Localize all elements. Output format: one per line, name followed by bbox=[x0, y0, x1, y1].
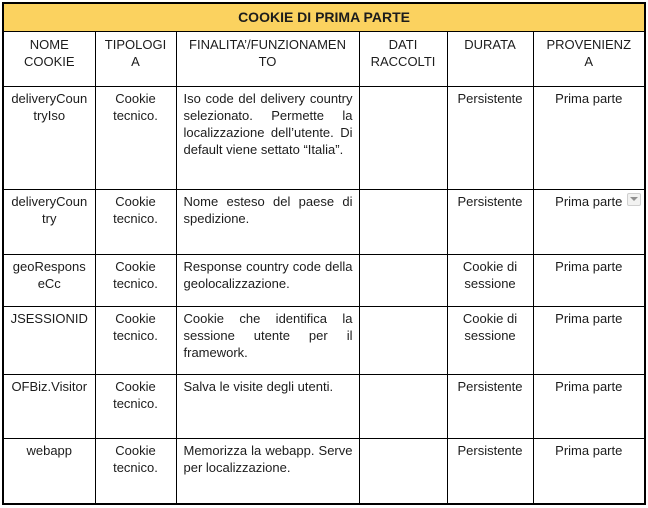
col-header-dati-raccolti: DATI RACCOLTI bbox=[358, 30, 448, 87]
table-row: OFBiz.Visitor Cookie tecnico. Salva le v… bbox=[2, 373, 646, 439]
cell-provenienza: Prima parte bbox=[532, 437, 646, 505]
column-header-row: NOME COOKIE TIPOLOGI A FINALITA’/FUNZION… bbox=[2, 30, 646, 87]
cell-provenienza-text: Prima parte bbox=[555, 90, 623, 106]
dropdown-arrow-icon[interactable] bbox=[627, 192, 642, 206]
cell-finalita: Memorizza la webapp. Serve per localizza… bbox=[175, 437, 360, 505]
table-row: webapp Cookie tecnico. Memorizza la weba… bbox=[2, 437, 646, 505]
cell-provenienza-text: Prima parte bbox=[555, 378, 623, 394]
cell-tipologia: Cookie tecnico. bbox=[94, 253, 177, 307]
cell-provenienza: Prima parte bbox=[532, 373, 646, 439]
cell-tipologia: Cookie tecnico. bbox=[94, 437, 177, 505]
col-header-provenienza: PROVENIENZ A bbox=[532, 30, 646, 87]
cell-nome-cookie: JSESSIONID bbox=[2, 305, 96, 375]
table-row: deliveryCountry Cookie tecnico. Nome est… bbox=[2, 188, 646, 255]
cell-dati-raccolti bbox=[358, 373, 448, 439]
cell-tipologia: Cookie tecnico. bbox=[94, 188, 177, 255]
cell-finalita: Cookie che identifica la sessione utente… bbox=[175, 305, 360, 375]
cell-durata: Cookie di sessione bbox=[446, 305, 534, 375]
table-row: deliveryCountryIso Cookie tecnico. Iso c… bbox=[2, 85, 646, 190]
cell-nome-cookie: deliveryCountry bbox=[2, 188, 96, 255]
cell-provenienza: Prima parte bbox=[532, 253, 646, 307]
cell-tipologia: Cookie tecnico. bbox=[94, 85, 177, 190]
cell-provenienza-text: Prima parte bbox=[555, 442, 623, 458]
cell-dati-raccolti bbox=[358, 188, 448, 255]
cell-provenienza: Prima parte bbox=[532, 85, 646, 190]
cell-dati-raccolti bbox=[358, 437, 448, 505]
col-header-finalita-funzionamento: FINALITA’/FUNZIONAMEN TO bbox=[175, 30, 360, 87]
cell-dati-raccolti bbox=[358, 85, 448, 190]
cell-durata: Cookie di sessione bbox=[446, 253, 534, 307]
cell-provenienza-text: Prima parte bbox=[555, 258, 623, 274]
cell-provenienza: Prima parte bbox=[532, 188, 646, 255]
cell-durata: Persistente bbox=[446, 85, 534, 190]
cell-finalita: Salva le visite degli utenti. bbox=[175, 373, 360, 439]
table-title-row: COOKIE DI PRIMA PARTE bbox=[2, 2, 646, 32]
cell-finalita: Iso code del delivery country selezionat… bbox=[175, 85, 360, 190]
table-row: geoResponseCc Cookie tecnico. Response c… bbox=[2, 253, 646, 307]
cell-finalita: Response country code della geolocalizza… bbox=[175, 253, 360, 307]
cell-nome-cookie: geoResponseCc bbox=[2, 253, 96, 307]
table-row: JSESSIONID Cookie tecnico. Cookie che id… bbox=[2, 305, 646, 375]
cell-nome-cookie: webapp bbox=[2, 437, 96, 505]
cell-finalita: Nome esteso del paese di spedizione. bbox=[175, 188, 360, 255]
cell-dati-raccolti bbox=[358, 253, 448, 307]
cell-nome-cookie: OFBiz.Visitor bbox=[2, 373, 96, 439]
cell-durata: Persistente bbox=[446, 373, 534, 439]
col-header-tipologia: TIPOLOGI A bbox=[94, 30, 177, 87]
cell-tipologia: Cookie tecnico. bbox=[94, 373, 177, 439]
cell-nome-cookie: deliveryCountryIso bbox=[2, 85, 96, 190]
cell-dati-raccolti bbox=[358, 305, 448, 375]
cell-provenienza-text: Prima parte bbox=[555, 310, 623, 326]
cell-provenienza: Prima parte bbox=[532, 305, 646, 375]
cell-tipologia: Cookie tecnico. bbox=[94, 305, 177, 375]
cell-durata: Persistente bbox=[446, 437, 534, 505]
col-header-nome-cookie: NOME COOKIE bbox=[2, 30, 96, 87]
cell-durata: Persistente bbox=[446, 188, 534, 255]
table-body: deliveryCountryIso Cookie tecnico. Iso c… bbox=[2, 85, 646, 505]
col-header-durata: DURATA bbox=[446, 30, 534, 87]
cell-provenienza-text: Prima parte bbox=[555, 193, 623, 209]
table-title: COOKIE DI PRIMA PARTE bbox=[2, 2, 646, 32]
dropdown-triangle-glyph bbox=[630, 197, 639, 201]
